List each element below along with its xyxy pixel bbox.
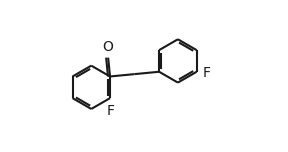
Text: F: F <box>107 104 115 118</box>
Text: F: F <box>202 66 210 80</box>
Text: O: O <box>103 40 113 54</box>
